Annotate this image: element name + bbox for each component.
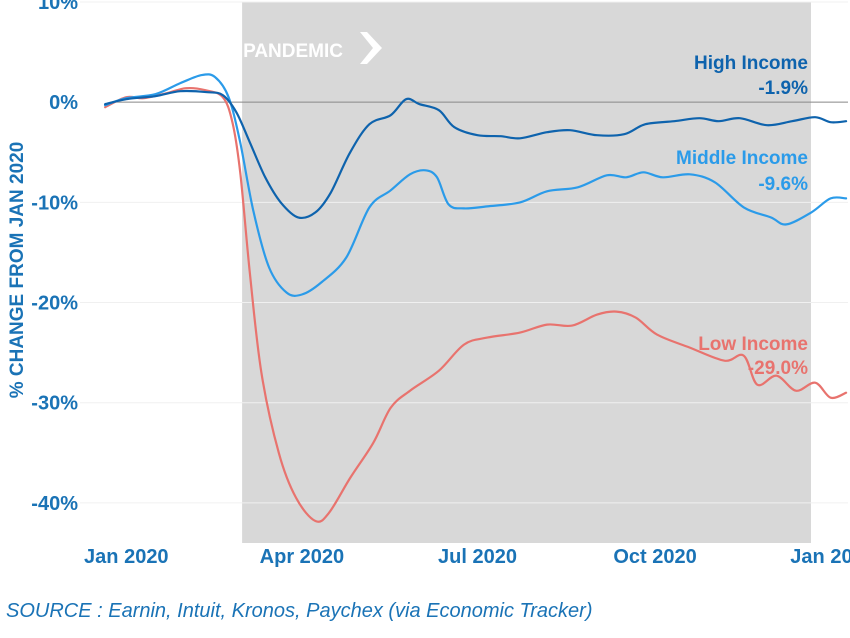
high-income-line: [104, 89, 848, 220]
series-labels: High Income -1.9% Middle Income -9.6% Low In…: [676, 53, 808, 379]
middle-income-value-label: -9.6%: [758, 174, 808, 195]
low-income-value-label: -29.0%: [748, 358, 808, 379]
pandemic-chevron-icon: [360, 32, 382, 64]
y-tick-label: -20%: [31, 293, 78, 315]
pandemic-shade-layer: PANDEMIC: [242, 2, 811, 543]
high-income-name-label: High Income: [694, 53, 808, 74]
y-tick-label: -40%: [31, 493, 78, 515]
x-tick-label: Jan 2021: [790, 546, 850, 568]
y-axis-label: % CHANGE FROM JAN 2020: [7, 142, 28, 399]
y-tick-label: 10%: [38, 0, 78, 14]
y-tick-label: 0%: [49, 92, 78, 114]
y-axis-ticks: 10% 0% -10% -20% -30% -40%: [31, 0, 78, 515]
x-tick-label: Jan 2020: [84, 546, 169, 568]
high-income-value-label: -1.9%: [758, 78, 808, 99]
pandemic-label: PANDEMIC: [243, 41, 343, 62]
gridlines: [80, 1, 848, 504]
middle-income-name-label: Middle Income: [676, 148, 808, 169]
x-tick-label: Apr 2020: [260, 546, 345, 568]
y-tick-label: -30%: [31, 393, 78, 415]
x-axis-ticks: Jan 2020 Apr 2020 Jul 2020 Oct 2020 Jan 2021: [84, 546, 850, 568]
y-tick-label: -10%: [31, 192, 78, 214]
pandemic-region: [242, 2, 811, 543]
series-lines: [104, 73, 848, 523]
x-tick-label: Oct 2020: [613, 546, 696, 568]
source-note: SOURCE : Earnin, Intuit, Kronos, Paychex…: [6, 600, 593, 622]
x-tick-label: Jul 2020: [438, 546, 517, 568]
middle-income-line: [104, 73, 848, 297]
low-income-name-label: Low Income: [698, 334, 808, 355]
low-income-line: [104, 86, 848, 523]
